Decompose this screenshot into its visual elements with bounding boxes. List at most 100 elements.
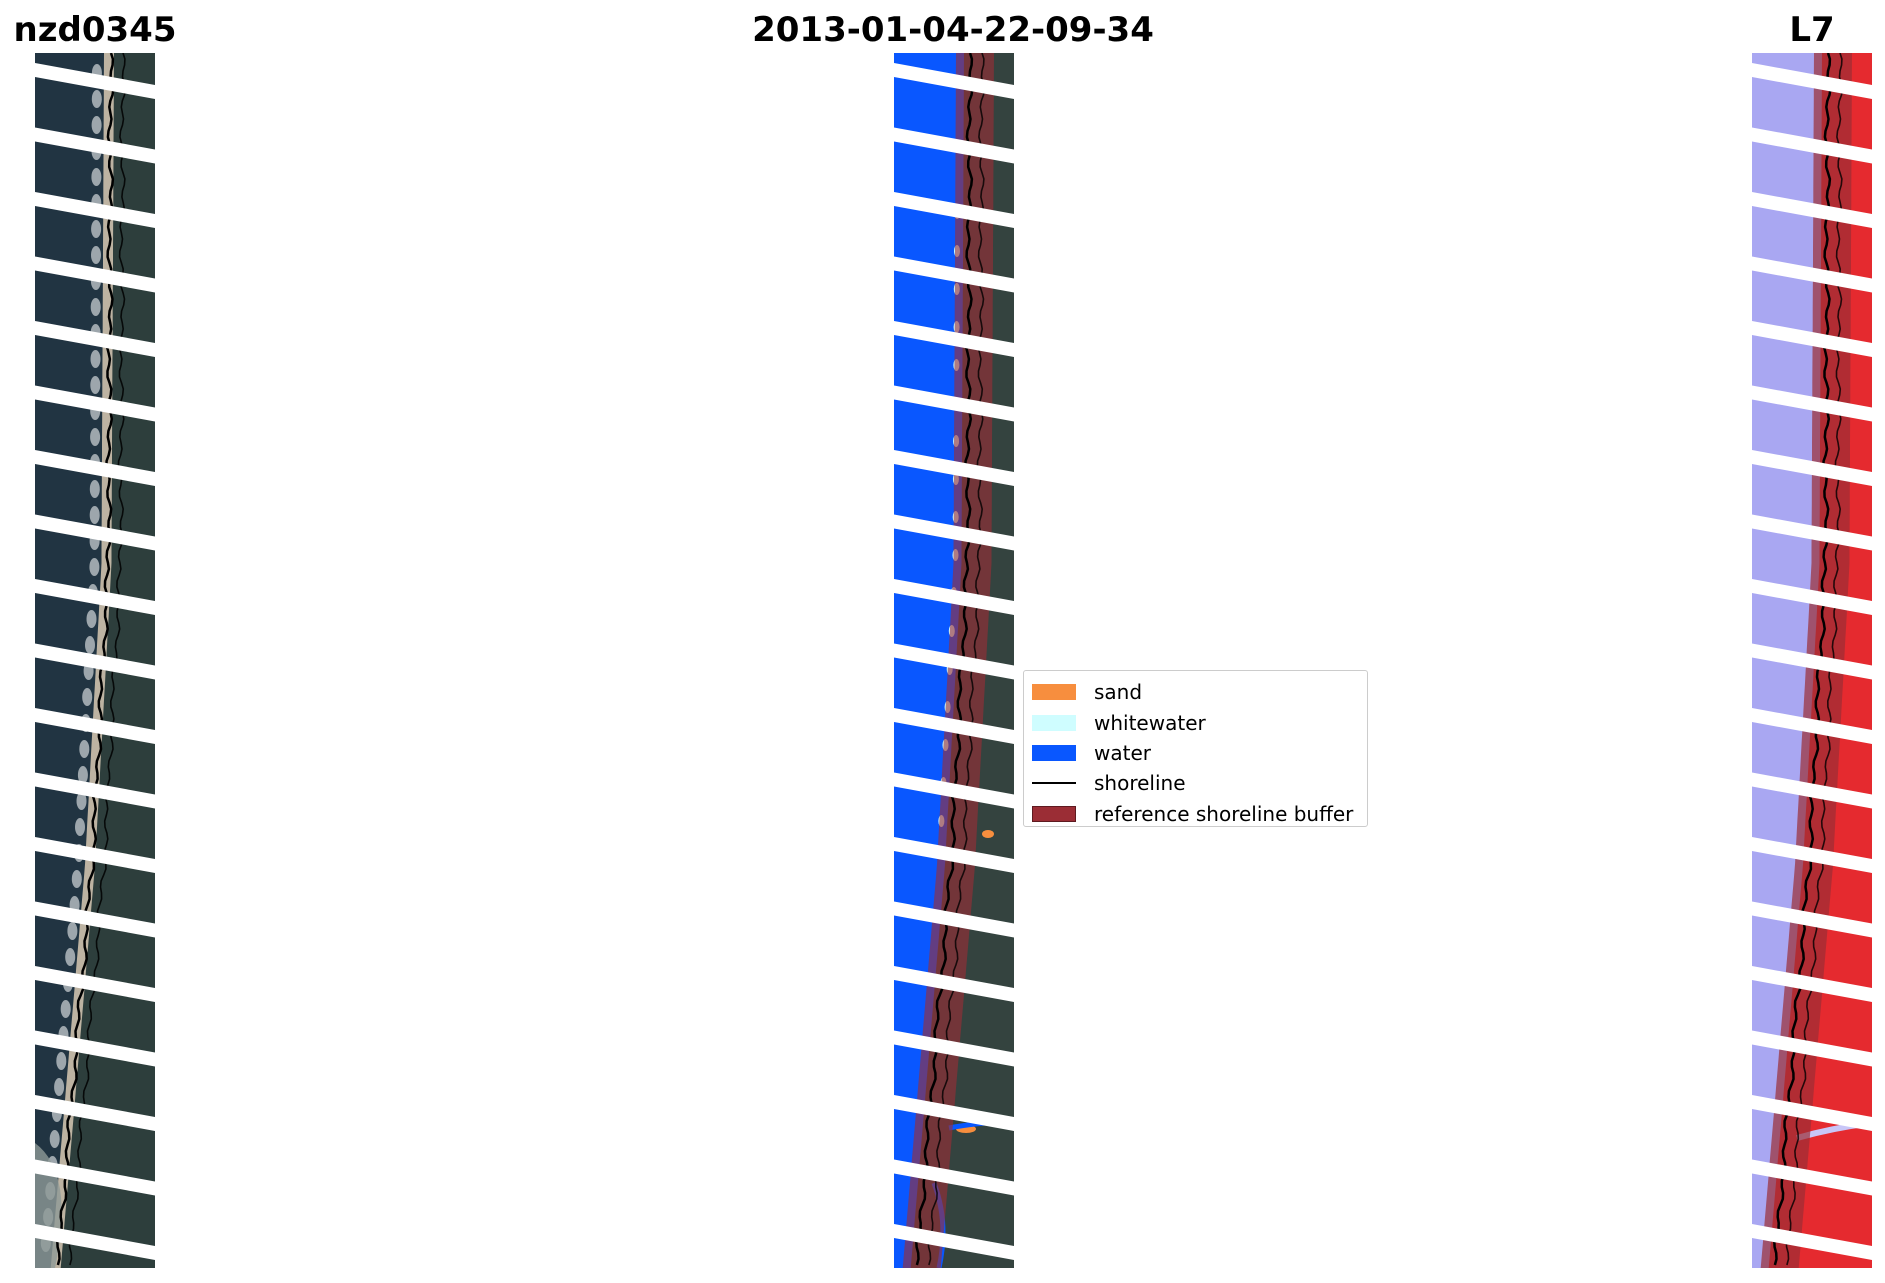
scan-gap — [894, 966, 1014, 1002]
scan-gap — [1752, 772, 1872, 809]
scan-gap — [894, 256, 1014, 293]
scan-gap — [35, 643, 155, 680]
scan-gap — [1752, 1095, 1872, 1131]
scan-gap — [1752, 385, 1872, 422]
scan-gap — [35, 1095, 155, 1131]
sand-swatch — [1032, 684, 1076, 701]
scan-gap — [35, 772, 155, 809]
scan-gap — [1752, 63, 1872, 99]
date-title: 2013-01-04-22-09-34 — [752, 10, 1154, 50]
scan-gap — [35, 450, 155, 486]
scan-gap — [894, 643, 1014, 680]
scan-gap — [35, 1224, 155, 1260]
scan-gap — [1752, 837, 1872, 873]
surf-foam — [89, 558, 100, 576]
surf-foam — [91, 246, 101, 264]
scan-gap — [35, 1159, 155, 1196]
surf-foam — [90, 428, 101, 446]
rgb-image-panel — [35, 53, 155, 1268]
surf-foam — [90, 350, 101, 368]
legend-item-reference-buffer: reference shoreline buffer — [1032, 799, 1359, 829]
legend-item-whitewater: whitewater — [1032, 707, 1359, 737]
scan-gap — [894, 837, 1014, 873]
legend-item-shoreline: shoreline — [1032, 768, 1359, 798]
scan-gap — [894, 579, 1014, 615]
scan-gap — [894, 192, 1014, 228]
scan-gap — [894, 514, 1014, 551]
surf-foam — [91, 90, 102, 108]
surf-foam — [77, 766, 88, 784]
mndwi-image-panel — [1752, 53, 1872, 1268]
scan-gap — [894, 1095, 1014, 1131]
buffer-swatch — [1032, 805, 1076, 822]
surf-foam — [67, 922, 78, 940]
scan-gap — [894, 1159, 1014, 1196]
legend-label: reference shoreline buffer — [1094, 801, 1354, 826]
scan-gap — [35, 192, 155, 228]
scan-gap — [1752, 192, 1872, 228]
water-swatch — [1032, 744, 1076, 761]
scan-gap — [35, 708, 155, 744]
scan-gap — [1752, 1159, 1872, 1196]
surf-foam — [91, 116, 102, 134]
surf-foam — [86, 610, 97, 628]
scan-gap — [1752, 1030, 1872, 1067]
surf-foam — [90, 298, 101, 316]
surf-foam — [85, 636, 95, 654]
scan-gap — [35, 127, 155, 164]
scan-gap — [1752, 1224, 1872, 1260]
surf-foam — [91, 220, 102, 238]
surf-foam — [75, 818, 85, 836]
mndwi-image — [1752, 53, 1872, 1268]
scan-gap — [1752, 127, 1872, 164]
rgb-image — [35, 53, 155, 1268]
scan-gap — [894, 321, 1014, 357]
legend-label: sand — [1094, 680, 1143, 705]
legend: sand whitewater water shoreline referenc… — [1023, 670, 1368, 827]
surf-foam — [89, 506, 100, 524]
shoreline-line-icon — [1032, 782, 1076, 785]
classified-image-panel — [894, 53, 1014, 1268]
scan-gap — [894, 63, 1014, 99]
scan-gap — [35, 966, 155, 1002]
scan-gap — [35, 901, 155, 938]
scan-gap — [894, 901, 1014, 938]
surf-foam — [90, 376, 101, 394]
scan-gap — [1752, 708, 1872, 744]
scan-gap — [35, 579, 155, 615]
scan-gap — [894, 450, 1014, 486]
scan-gap — [894, 772, 1014, 809]
surf-foam — [89, 480, 100, 498]
scan-gap — [894, 708, 1014, 744]
scan-gap — [35, 837, 155, 873]
scan-gap — [35, 256, 155, 293]
surf-foam — [91, 168, 102, 186]
scan-gap — [35, 63, 155, 99]
sand-patch — [982, 830, 994, 838]
scan-gap — [1752, 450, 1872, 486]
scan-gap — [894, 127, 1014, 164]
legend-label: water — [1094, 740, 1151, 765]
scan-gap — [1752, 514, 1872, 551]
surf-foam — [56, 1052, 67, 1070]
scan-gap — [894, 1030, 1014, 1067]
surf-foam — [49, 1130, 60, 1148]
whitewater-swatch — [1032, 714, 1076, 731]
surf-foam — [60, 1000, 71, 1018]
scan-gap — [35, 385, 155, 422]
site-title: nzd0345 — [13, 10, 177, 50]
surf-foam — [65, 948, 76, 966]
surf-foam — [79, 740, 90, 758]
scan-gap — [35, 514, 155, 551]
satellite-title: L7 — [1789, 10, 1835, 50]
scan-gap — [1752, 901, 1872, 938]
legend-label: whitewater — [1094, 710, 1206, 735]
classified-image — [894, 53, 1014, 1268]
scan-gap — [1752, 579, 1872, 615]
scan-gap — [1752, 966, 1872, 1002]
legend-item-sand: sand — [1032, 677, 1359, 707]
legend-item-water: water — [1032, 738, 1359, 768]
surf-foam — [82, 688, 93, 706]
scan-gap — [1752, 256, 1872, 293]
legend-label: shoreline — [1094, 771, 1186, 796]
